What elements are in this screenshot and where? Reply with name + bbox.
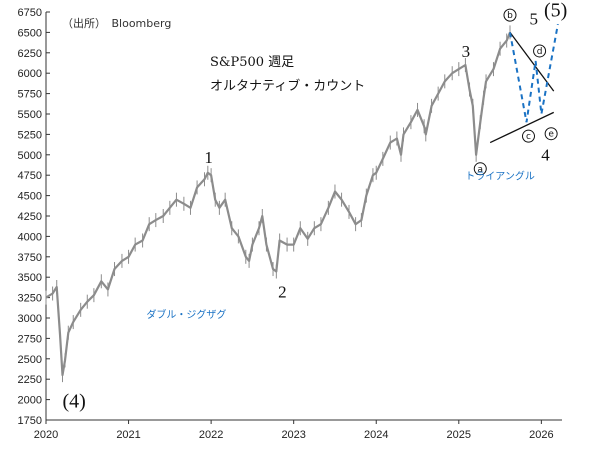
triangle-trendline	[509, 32, 555, 92]
y-tick-label: 4000	[18, 231, 42, 243]
y-tick-label: 5750	[18, 89, 42, 101]
wave-label: 4	[541, 145, 550, 164]
y-tick-label: 5500	[18, 109, 42, 121]
axes: 1750 2000 2250 2500 2750 3000 3250 3500 3750 4000…	[18, 7, 562, 441]
wave-label: 1	[204, 148, 213, 167]
y-tick-label: 3500	[18, 272, 42, 284]
pattern-label: トライアングル	[465, 169, 535, 182]
y-tick-label: 3250	[18, 293, 42, 305]
circled-label-ring	[533, 44, 547, 58]
x-tick-label: 2022	[199, 429, 223, 441]
wave-label: (4)	[62, 391, 85, 413]
circled-label-ring	[521, 129, 535, 143]
wave-label: 3	[462, 42, 471, 61]
circled-label-letter: a	[478, 165, 484, 175]
x-tick-label: 2024	[364, 429, 388, 441]
y-tick-label: 4250	[18, 211, 42, 223]
x-tick-label: 2025	[447, 429, 471, 441]
y-tick-label: 6500	[18, 27, 42, 39]
x-tick-label: 2023	[281, 429, 305, 441]
y-tick-label: 5000	[18, 150, 42, 162]
y-tick-label: 5250	[18, 129, 42, 141]
y-tick-label: 2500	[18, 354, 42, 366]
x-tick-label: 2020	[34, 429, 58, 441]
wave-label: 5	[529, 9, 538, 28]
y-tick-label: 2750	[18, 333, 42, 345]
x-tick-label: 2026	[529, 429, 553, 441]
pattern-label: ダブル・ジグザグ	[146, 308, 226, 321]
y-tick-label: 3000	[18, 313, 42, 325]
price-series	[45, 25, 512, 383]
x-tick-label: 2021	[116, 429, 140, 441]
y-tick-label: 6750	[18, 7, 42, 19]
y-tick-label: 6000	[18, 68, 42, 80]
chart-subtitle: オルタナティブ・カウント	[210, 78, 365, 94]
wave-label: (5)	[544, 0, 567, 21]
chart-title: S&P500 週足	[210, 55, 294, 70]
y-tick-label: 2000	[18, 395, 42, 407]
source-label: （出所） Bloomberg	[62, 16, 171, 30]
y-tick-label: 6250	[18, 48, 42, 60]
circled-label-ring	[473, 162, 487, 176]
circled-label-ring	[544, 127, 558, 141]
circled-label-letter: b	[507, 11, 513, 21]
triangle-trendline	[489, 111, 555, 144]
y-tick-label: 4750	[18, 170, 42, 182]
annotations: (4) 1 2 3 4 5 (5) a b c d e ダブル・ジグザグ トライアングル	[62, 0, 567, 413]
y-tick-label: 4500	[18, 191, 42, 203]
y-tick-label: 1750	[18, 415, 42, 427]
y-tick-label: 3750	[18, 252, 42, 264]
circled-label-letter: e	[548, 130, 554, 140]
y-tick-label: 2250	[18, 374, 42, 386]
circled-label-ring	[503, 8, 517, 22]
projection-path	[509, 24, 559, 123]
circled-label-letter: d	[537, 47, 543, 57]
wave-label: 2	[278, 282, 287, 301]
circled-label-letter: c	[526, 132, 531, 142]
